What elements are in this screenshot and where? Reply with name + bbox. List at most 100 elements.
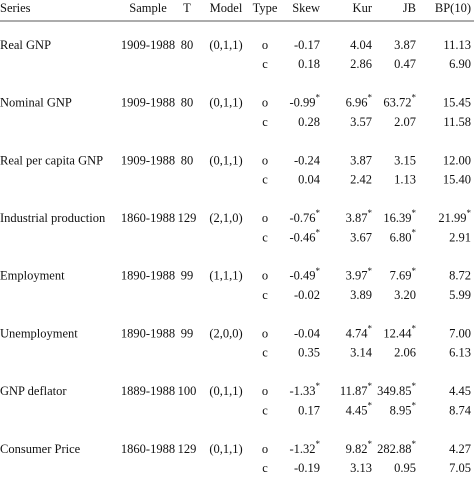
stat-cell: 15.45 xyxy=(443,96,471,110)
t-cell: 80 xyxy=(181,38,194,52)
series-name: Unemployment xyxy=(0,326,78,340)
stat-cell: 12.00 xyxy=(443,153,471,167)
sample-cell: 1909-1988 xyxy=(121,38,175,52)
stat-cell: -0.24 xyxy=(294,153,321,167)
stat-cell: 3.89 xyxy=(350,288,372,302)
header-cell: Kur xyxy=(353,1,373,15)
stat-cell: 349.85* xyxy=(377,381,416,398)
header-cell: Type xyxy=(253,1,278,15)
stat-cell: 4.04 xyxy=(350,38,373,52)
stat-cell: -0.99* xyxy=(289,93,320,110)
stat-cell: 3.67 xyxy=(350,230,372,244)
stat-cell: 4.45 xyxy=(449,384,471,398)
header-cell: Sample xyxy=(129,1,167,15)
series-name: Nominal GNP xyxy=(0,96,72,110)
stat-cell: 3.14 xyxy=(350,346,373,360)
stat-cell: -0.46* xyxy=(289,227,320,244)
type-cell: c xyxy=(262,115,268,129)
stat-cell: 11.13 xyxy=(443,38,471,52)
stat-cell: -0.02 xyxy=(294,288,320,302)
sample-cell: 1890-1988 xyxy=(121,326,175,340)
stat-cell: 7.69* xyxy=(390,266,417,283)
stat-cell: 16.39* xyxy=(383,208,416,225)
model-cell: (0,1,1) xyxy=(209,38,242,52)
t-cell: 99 xyxy=(181,269,194,283)
model-cell: (0,1,1) xyxy=(209,384,242,398)
stat-cell: 7.00 xyxy=(449,326,471,340)
stat-cell: 0.17 xyxy=(298,403,320,417)
stat-cell: 2.06 xyxy=(394,346,416,360)
type-cell: c xyxy=(262,346,268,360)
type-cell: o xyxy=(262,153,268,167)
stat-cell: 1.13 xyxy=(394,173,416,187)
stat-cell: -0.19 xyxy=(294,461,320,475)
stat-cell: -0.76* xyxy=(289,208,320,225)
stat-cell: -0.17 xyxy=(294,38,320,52)
type-cell: c xyxy=(262,173,268,187)
stat-cell: 7.05 xyxy=(449,461,471,475)
type-cell: c xyxy=(262,230,268,244)
t-cell: 129 xyxy=(178,442,197,456)
stat-cell: 15.40 xyxy=(443,173,471,187)
type-cell: o xyxy=(262,326,268,340)
series-name: Real GNP xyxy=(0,38,51,52)
type-cell: o xyxy=(262,96,268,110)
stat-cell: 282.88* xyxy=(377,439,416,456)
header-cell: Series xyxy=(0,1,31,15)
t-cell: 99 xyxy=(181,326,194,340)
stat-cell: 2.86 xyxy=(350,57,372,71)
stat-cell: 63.72* xyxy=(383,93,416,110)
stat-cell: 6.13 xyxy=(449,346,471,360)
type-cell: o xyxy=(262,38,268,52)
stat-cell: 3.87* xyxy=(346,208,373,225)
stat-cell: 4.27 xyxy=(449,442,471,456)
t-cell: 100 xyxy=(178,384,197,398)
series-name: Real per capita GNP xyxy=(0,153,103,167)
type-cell: c xyxy=(262,288,268,302)
stat-cell: 6.90 xyxy=(449,57,471,71)
stat-cell: 3.57 xyxy=(350,115,372,129)
type-cell: c xyxy=(262,403,268,417)
stat-cell: 2.42 xyxy=(350,173,372,187)
stat-cell: 3.97* xyxy=(346,266,373,283)
stat-cell: 8.74 xyxy=(449,403,472,417)
stat-cell: 11.87* xyxy=(340,381,373,398)
stat-cell: 3.87 xyxy=(394,38,416,52)
stat-cell: 3.87 xyxy=(350,153,372,167)
type-cell: c xyxy=(262,461,268,475)
sample-cell: 1890-1988 xyxy=(121,269,175,283)
series-name: Industrial production xyxy=(0,211,106,225)
t-cell: 129 xyxy=(178,211,197,225)
stat-cell: 3.13 xyxy=(350,461,372,475)
model-cell: (0,1,1) xyxy=(209,153,242,167)
type-cell: o xyxy=(262,269,268,283)
stat-cell: 6.80* xyxy=(390,227,417,244)
type-cell: o xyxy=(262,384,268,398)
type-cell: c xyxy=(262,57,268,71)
stat-cell: 8.72 xyxy=(449,269,471,283)
series-name: Consumer Price xyxy=(0,442,81,456)
model-cell: (0,1,1) xyxy=(209,96,242,110)
model-cell: (2,1,0) xyxy=(209,211,242,225)
header-cell: Model xyxy=(210,1,243,15)
stat-cell: -0.04 xyxy=(294,326,321,340)
stat-cell: 2.07 xyxy=(394,115,416,129)
sample-cell: 1889-1988 xyxy=(121,384,175,398)
sample-cell: 1909-1988 xyxy=(121,96,175,110)
model-cell: (0,1,1) xyxy=(209,442,242,456)
stat-cell: 2.91 xyxy=(449,230,471,244)
stat-cell: 0.04 xyxy=(298,173,321,187)
sample-cell: 1860-1988 xyxy=(121,211,175,225)
stat-cell: 3.15 xyxy=(394,153,416,167)
model-cell: (2,0,0) xyxy=(209,326,242,340)
stat-cell: 0.35 xyxy=(298,346,320,360)
stat-cell: 8.95* xyxy=(390,401,417,418)
stat-cell: 6.96* xyxy=(346,93,373,110)
header-cell: BP(10) xyxy=(435,1,471,15)
type-cell: o xyxy=(262,442,268,456)
header-cell: JB xyxy=(403,1,416,15)
series-name: Employment xyxy=(0,269,65,283)
stat-cell: 11.58 xyxy=(443,115,471,129)
stat-cell: 0.28 xyxy=(298,115,320,129)
